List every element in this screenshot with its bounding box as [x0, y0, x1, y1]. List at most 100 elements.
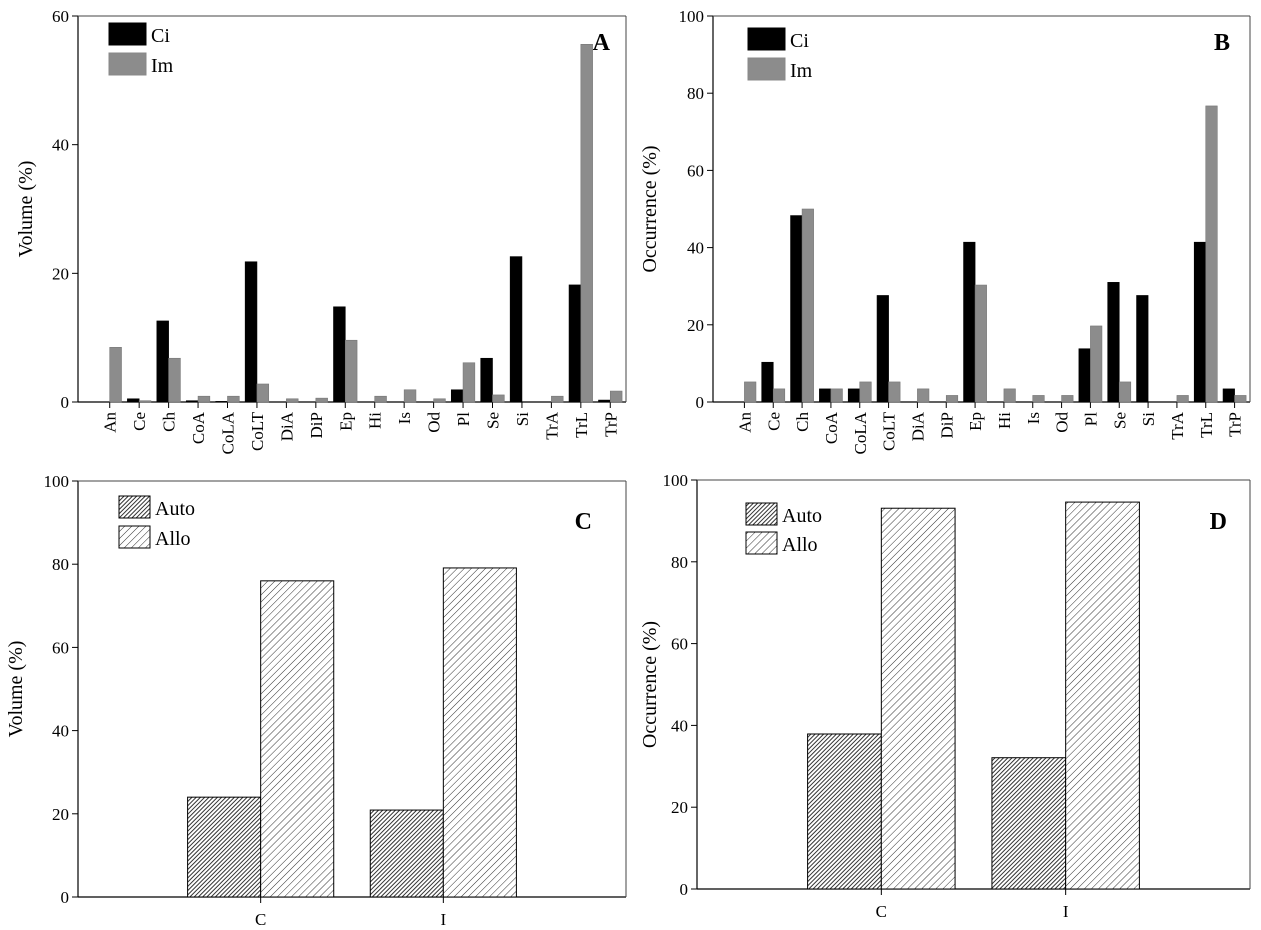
legend-label-ci: Ci — [151, 25, 170, 47]
bar-ci — [450, 389, 464, 403]
panel-c: 0 20 40 60 80 100 Volume (%) C C I Auto Allo — [5, 472, 627, 929]
bar-im — [403, 389, 417, 403]
y-tick-label: 40 — [52, 136, 69, 155]
legend-label-auto: Auto — [155, 498, 195, 520]
x-tick-label: An — [101, 412, 120, 433]
y-axis-title: Occurrence (%) — [639, 621, 661, 748]
x-tick-label: Ep — [336, 412, 355, 431]
bar-im — [1176, 395, 1189, 403]
x-tick-label: Ch — [160, 412, 179, 432]
bar-im — [1234, 395, 1247, 403]
panel-d: 0 20 40 60 80 100 Occurrence (%) D C I Auto Allo — [639, 471, 1251, 921]
legend-swatch-ci — [747, 27, 786, 51]
panel-letter: D — [1210, 509, 1227, 535]
bar-allo — [442, 567, 517, 898]
bar-im — [609, 390, 623, 403]
legend-swatch-allo — [118, 525, 151, 549]
y-tick-label: 20 — [671, 798, 688, 817]
bar-auto — [187, 796, 262, 898]
bar-ci — [480, 357, 493, 403]
y-tick-label: 20 — [687, 316, 704, 335]
x-tick-label: DiP — [307, 412, 326, 438]
bar-im — [888, 381, 901, 403]
y-tick-label: 100 — [663, 471, 689, 490]
x-tick-label: Is — [1024, 412, 1043, 424]
legend-label-im: Im — [151, 55, 174, 77]
bar-ci — [1193, 241, 1207, 403]
bar-allo — [1065, 501, 1140, 890]
bar-im — [492, 394, 505, 403]
bar-im — [1003, 388, 1016, 403]
x-tick-label: TrP — [1226, 412, 1245, 437]
legend-label-auto: Auto — [782, 505, 822, 527]
bar-ci — [847, 388, 861, 403]
y-tick-label: 60 — [687, 161, 704, 180]
panel-a: 0 20 40 60 Volume (%) A An Ce Ch CoA CoLA CoLT DiA Di… — [15, 7, 627, 455]
x-tick-label: Ce — [764, 412, 783, 431]
x-tick-label: I — [440, 910, 446, 929]
legend-swatch-auto — [745, 502, 778, 526]
x-tick-label: Hi — [995, 412, 1014, 429]
x-tick-label: Hi — [366, 412, 385, 429]
y-tick-label: 20 — [52, 264, 69, 283]
y-tick-label: 0 — [61, 393, 70, 412]
bar-im — [772, 388, 786, 403]
x-tick-label: Si — [1139, 412, 1158, 426]
y-tick-label: 60 — [671, 635, 688, 654]
bar-ci — [509, 256, 523, 403]
legend-label-allo: Allo — [155, 528, 191, 550]
y-axis-title: Occurrence (%) — [639, 145, 661, 272]
x-tick-label: TrL — [1197, 412, 1216, 438]
bar-im — [830, 388, 843, 403]
x-tick-label: Se — [1110, 412, 1129, 429]
y-tick-label: 20 — [52, 805, 69, 824]
bar-im — [256, 383, 270, 403]
y-tick-label: 80 — [671, 553, 688, 572]
bar-im — [551, 395, 564, 403]
y-tick-label: 100 — [44, 472, 70, 491]
bar-ci — [1078, 348, 1091, 403]
bar-im — [462, 362, 476, 403]
bar-ci — [156, 320, 169, 403]
bar-im — [1118, 381, 1132, 403]
y-tick-label: 60 — [52, 7, 69, 26]
bar-im — [286, 398, 299, 403]
y-tick-label: 0 — [61, 888, 70, 907]
y-tick-label: 80 — [687, 84, 704, 103]
x-tick-label: Si — [513, 412, 532, 426]
x-tick-label: C — [876, 902, 887, 921]
bar-ci — [819, 388, 832, 403]
bar-im — [744, 381, 757, 403]
bar-ci — [761, 361, 774, 403]
panel-letter: B — [1214, 30, 1230, 56]
bar-im — [168, 357, 181, 403]
x-tick-label: TrA — [542, 411, 561, 439]
bar-im — [801, 208, 814, 403]
bar-im — [1032, 395, 1045, 403]
x-tick-label: Od — [1053, 412, 1072, 433]
bar-im — [1205, 105, 1218, 403]
y-tick-label: 0 — [680, 880, 689, 899]
bar-ci — [215, 401, 228, 403]
bar-auto — [991, 757, 1067, 890]
y-tick-label: 40 — [52, 722, 69, 741]
x-tick-label: TrL — [572, 412, 591, 438]
bar-ci — [244, 261, 258, 403]
x-tick-label: Pl — [454, 412, 473, 426]
bar-ci — [568, 284, 582, 403]
x-tick-label: CoA — [189, 411, 208, 444]
legend-swatch-im — [108, 52, 147, 76]
bar-allo — [260, 580, 335, 898]
bar-im — [580, 44, 593, 403]
bar-im — [197, 395, 211, 403]
panel-letter: C — [575, 509, 592, 535]
bar-auto — [369, 809, 444, 898]
y-tick-label: 80 — [52, 555, 69, 574]
bar-im — [945, 395, 959, 403]
y-tick-label: 0 — [696, 393, 705, 412]
x-tick-label: CoA — [822, 411, 841, 444]
x-tick-label: Od — [425, 412, 444, 433]
bar-im — [374, 395, 387, 403]
legend-swatch-auto — [118, 495, 151, 519]
